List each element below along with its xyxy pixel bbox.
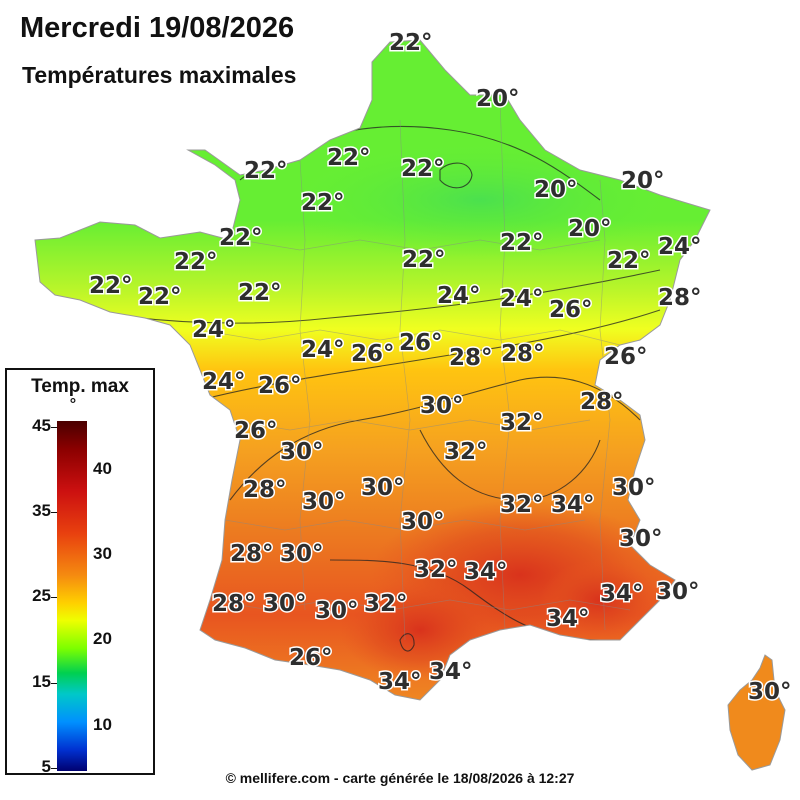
legend-tick-left: 5: [41, 757, 51, 776]
temp-label-clermont: 30°: [420, 393, 464, 419]
legend-tick-left: 25: [32, 586, 51, 605]
temp-label-grenoble: 30°: [612, 475, 656, 501]
temp-label-mont-de-marsan: 30°: [263, 591, 307, 617]
temp-label-corsica: 30°: [748, 679, 792, 705]
temp-label-paris: 22°: [402, 247, 446, 273]
temp-label-nantes: 24°: [202, 369, 246, 395]
temp-label-caen: 22°: [219, 225, 263, 251]
temp-label-vosges: 22°: [607, 248, 651, 274]
temp-label-perpignan: 34°: [378, 669, 422, 695]
temp-label-lille: 22°: [389, 30, 433, 56]
temp-label-carcassonne: 32°: [364, 591, 408, 617]
temp-label-st-etienne: 32°: [444, 439, 488, 465]
legend-tick-left: 15: [32, 672, 51, 691]
temp-label-pau: 26°: [289, 645, 333, 671]
temp-label-bourg: 28°: [501, 341, 545, 367]
legend-tick-right: 20: [93, 629, 112, 648]
france-outline: [34, 39, 711, 701]
temp-label-chambery: 28°: [580, 389, 624, 415]
temp-label-perigueux: 30°: [302, 489, 346, 515]
legend-unit: °: [69, 396, 77, 413]
temp-label-limoges: 30°: [280, 439, 324, 465]
temp-label-royan: 28°: [243, 477, 287, 503]
temp-label-macon: 28°: [449, 345, 493, 371]
temp-label-narbonne: 34°: [429, 659, 473, 685]
legend-tick-left: 45: [32, 416, 51, 435]
temp-label-dijon-north: 24°: [500, 286, 544, 312]
temp-label-aurillac: 30°: [361, 475, 405, 501]
legend-color-bar: [57, 421, 87, 771]
legend-tick-right: 40: [93, 459, 112, 478]
temp-label-strasbourg: 24°: [658, 234, 702, 260]
temp-label-toulouse: 30°: [315, 598, 359, 624]
temp-label-st-brieuc: 22°: [174, 249, 218, 275]
temp-label-quimper: 22°: [138, 284, 182, 310]
temp-label-hainaut: 20°: [476, 86, 520, 112]
temp-label-tours: 24°: [301, 337, 345, 363]
temp-label-gap: 34°: [551, 492, 595, 518]
legend-tick-mark: [51, 768, 57, 769]
temp-label-orleans: 24°: [437, 283, 481, 309]
temp-label-mulhouse: 28°: [658, 285, 702, 311]
temp-label-nancy: 22°: [500, 230, 544, 256]
temp-label-landes: 28°: [212, 591, 256, 617]
temp-label-bordeaux: 28°: [230, 541, 274, 567]
temp-label-lyon: 32°: [500, 410, 544, 436]
temp-label-alsace-north: 20°: [621, 168, 665, 194]
temp-label-rennes: 22°: [238, 280, 282, 306]
temp-label-ardennes: 20°: [534, 177, 578, 203]
legend-tick-mark: [51, 512, 57, 513]
temp-label-nimes: 34°: [464, 559, 508, 585]
temp-label-poitiers: 26°: [258, 373, 302, 399]
temp-label-marseille: 34°: [546, 606, 590, 632]
map-subtitle: Températures maximales: [22, 62, 297, 88]
temp-label-nice: 30°: [656, 579, 700, 605]
temp-label-geneva: 26°: [604, 344, 648, 370]
temp-label-evreux: 22°: [301, 190, 345, 216]
temperature-labels: 22°20°22° 22° 22°20° 20°22°20°22°22°22°22°2…: [88, 29, 794, 707]
legend-title: Temp. max: [31, 376, 129, 397]
temp-label-agen: 30°: [280, 541, 324, 567]
temp-label-besancon: 26°: [549, 297, 593, 323]
temp-label-rouen: 22°: [244, 158, 288, 184]
legend-tick-mark: [51, 683, 57, 684]
department-borders: [199, 99, 631, 641]
temperature-legend: Temp. max ° 45 35 25 15 5 40 30 20 10: [5, 368, 155, 776]
temp-label-cahors: 30°: [401, 509, 445, 535]
temp-label-valence: 32°: [500, 492, 544, 518]
legend-tick-left: 35: [32, 501, 51, 520]
legend-tick-mark: [51, 427, 57, 428]
temp-label-la-rochelle: 26°: [234, 418, 278, 444]
temp-label-nevers: 26°: [399, 330, 443, 356]
temp-label-digne: 34°: [600, 581, 644, 607]
temp-label-brest: 22°: [89, 273, 133, 299]
legend-tick-right: 10: [93, 715, 112, 734]
temp-label-vannes: 24°: [192, 317, 236, 343]
temp-label-metz: 20°: [568, 216, 612, 242]
temp-label-reims: 22°: [401, 156, 445, 182]
temp-label-amiens: 22°: [327, 145, 371, 171]
legend-tick-right: 30: [93, 544, 112, 563]
credit-footer: © mellifere.com - carte générée le 18/08…: [225, 770, 575, 786]
legend-tick-mark: [51, 597, 57, 598]
corsica-island: [727, 654, 786, 771]
temp-label-bourges: 26°: [351, 341, 395, 367]
temp-label-rodez: 32°: [414, 557, 458, 583]
map-title: Mercredi 19/08/2026: [20, 12, 295, 44]
temp-label-briancon: 30°: [619, 526, 663, 552]
isotherm-lines: [35, 126, 661, 652]
